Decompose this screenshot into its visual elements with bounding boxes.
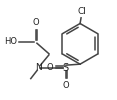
Text: S: S: [63, 63, 69, 73]
Text: HO: HO: [4, 38, 17, 46]
Text: O: O: [32, 18, 39, 27]
Text: Cl: Cl: [77, 7, 86, 16]
Text: O: O: [47, 63, 54, 72]
Text: O: O: [63, 81, 69, 90]
Text: N: N: [35, 63, 42, 72]
